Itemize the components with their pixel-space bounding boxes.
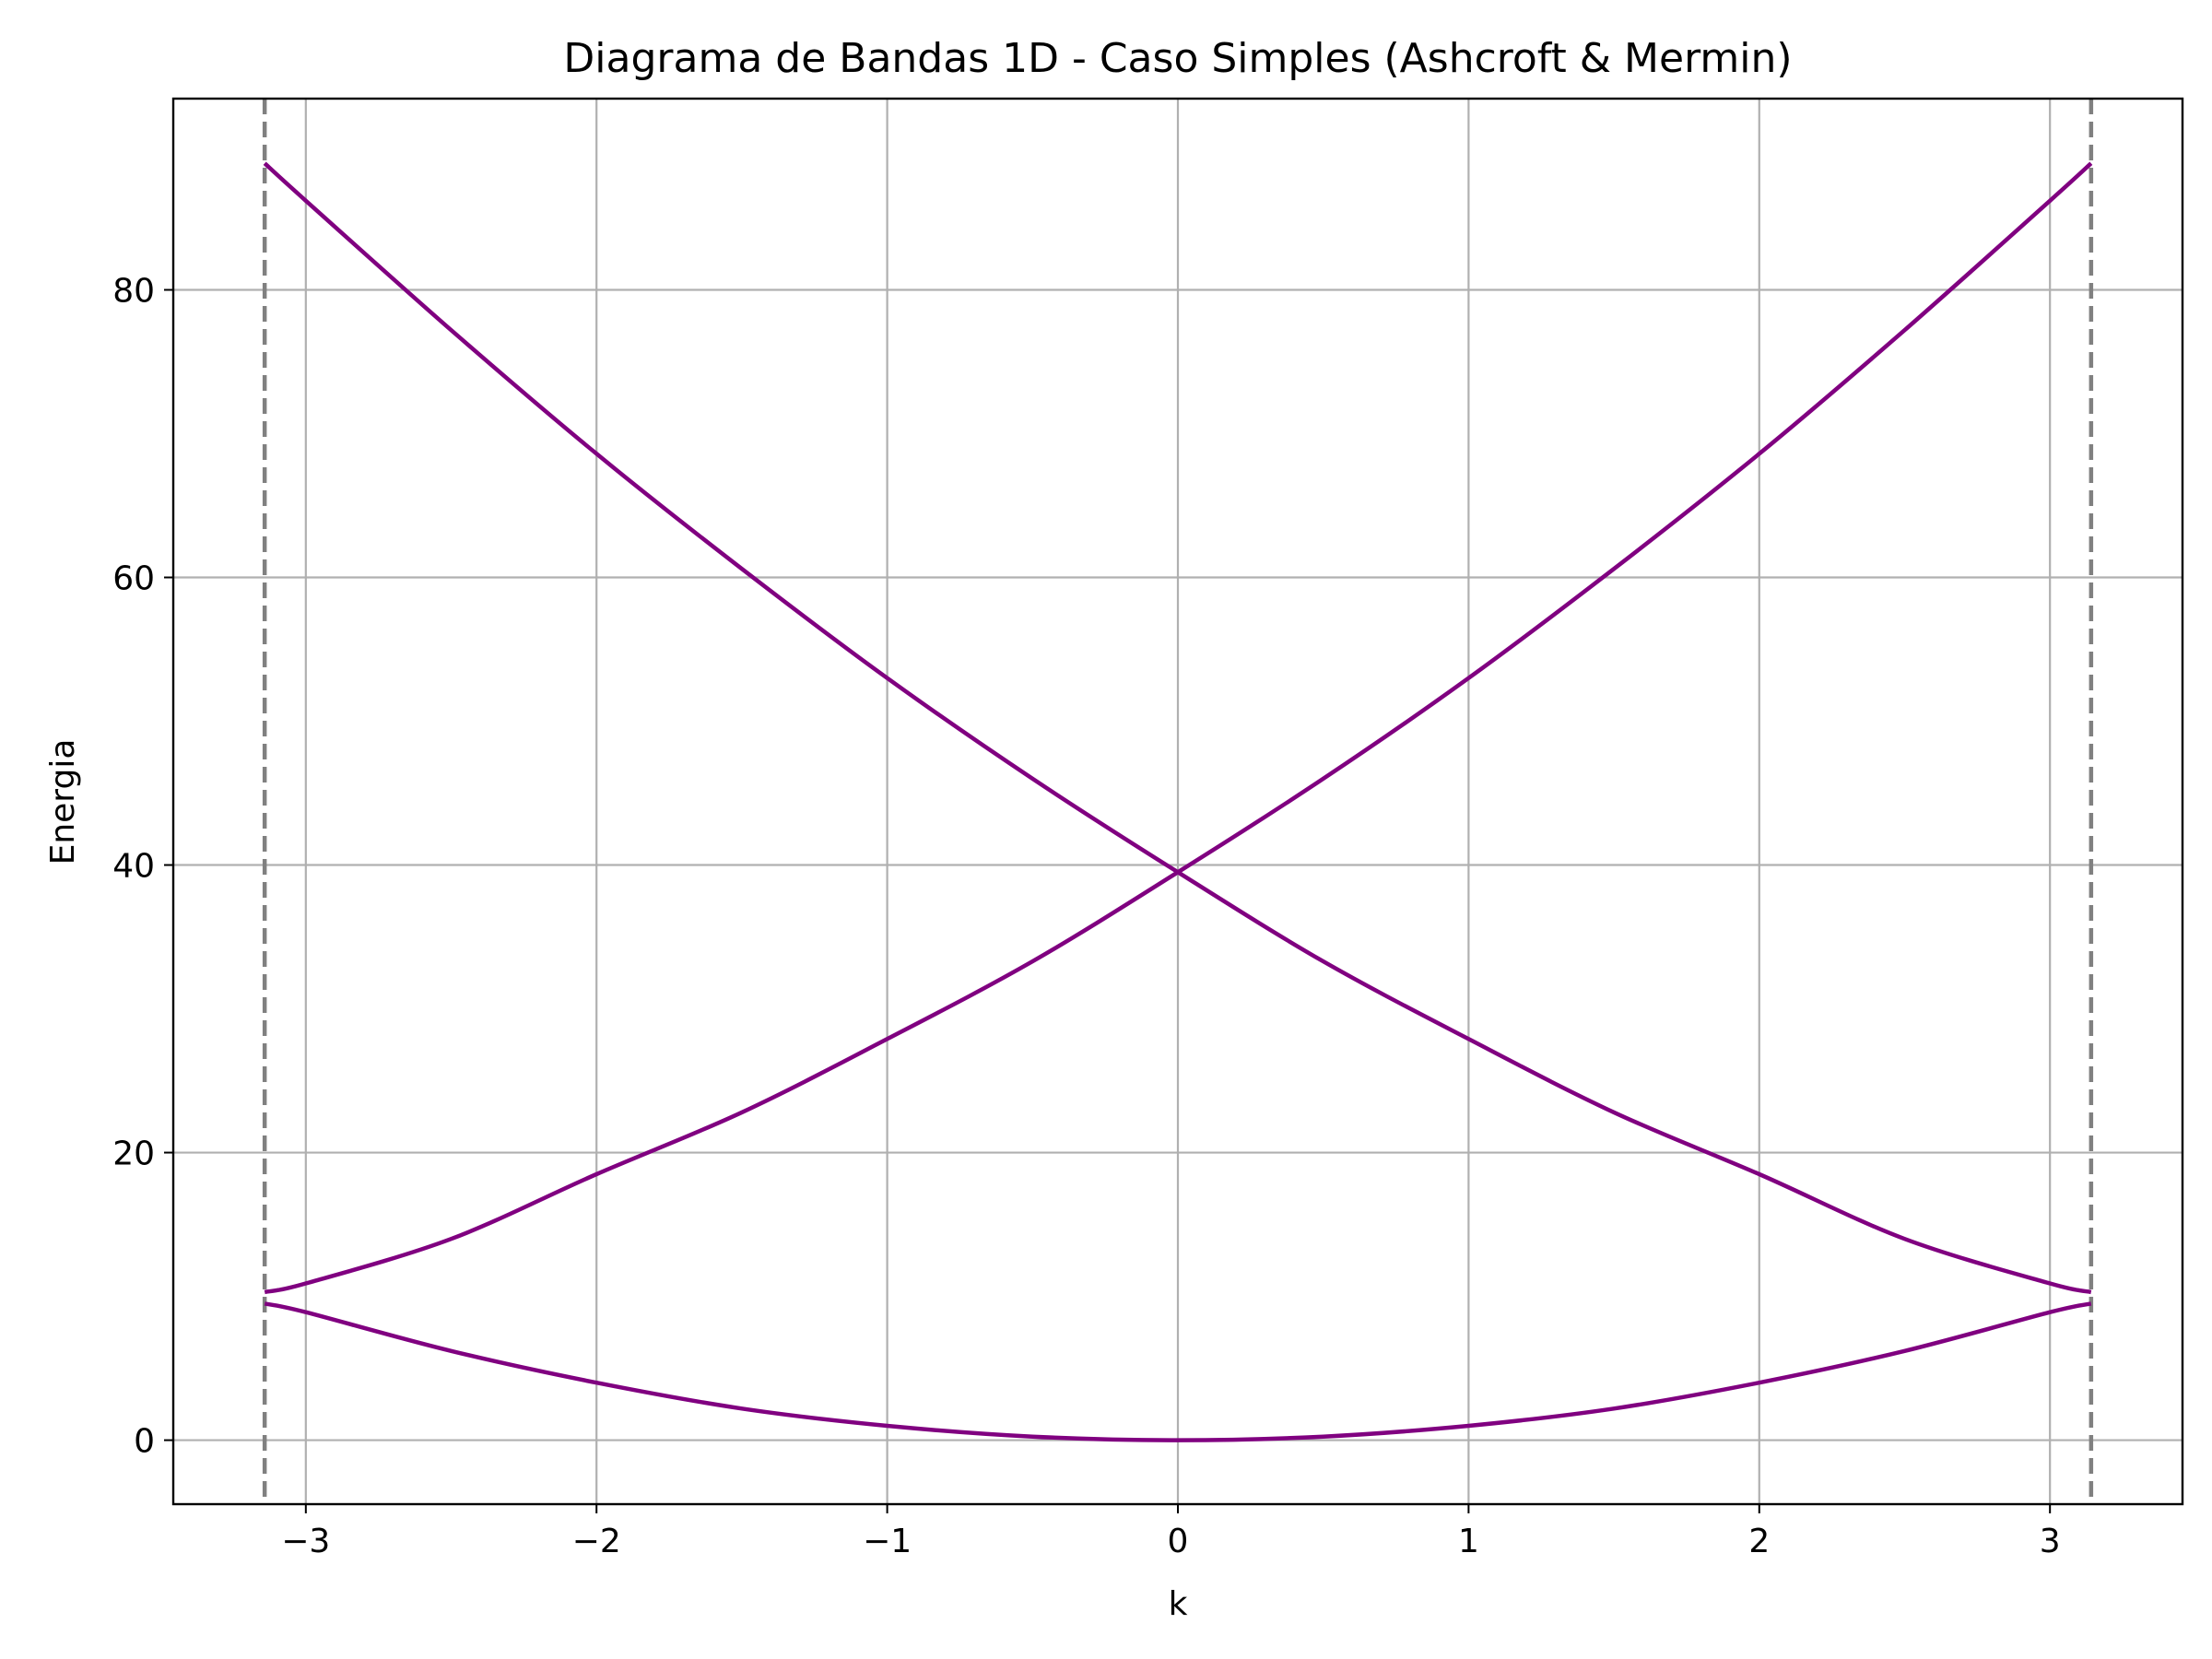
y-tick-label: 80: [112, 272, 155, 310]
y-tick-label: 0: [134, 1423, 155, 1461]
x-tick-label: −1: [863, 1523, 912, 1560]
x-tick-label: 2: [1748, 1523, 1770, 1560]
chart-title: Diagrama de Bandas 1D - Caso Simples (As…: [563, 35, 1792, 82]
x-tick-label: −3: [281, 1523, 330, 1560]
band-line-3: [263, 161, 2092, 1295]
grid: [173, 99, 2183, 1504]
y-axis-label: Energia: [44, 739, 82, 865]
x-axis-label: k: [1169, 1585, 1188, 1623]
x-tick-label: 0: [1168, 1523, 1189, 1560]
band-curves: [263, 161, 2093, 1442]
zone-boundaries: [262, 99, 2094, 1504]
band-line-2: [264, 161, 2093, 1295]
x-tick-label: −2: [572, 1523, 621, 1560]
band-line-1: [264, 1301, 2092, 1442]
x-tick-label: 3: [2040, 1523, 2061, 1560]
axis-ticks: −3 −2 −1 0 1 2 3 0 20 40 60 80: [112, 272, 2060, 1560]
y-tick-label: 20: [112, 1135, 155, 1173]
y-tick-label: 40: [112, 848, 155, 886]
x-tick-label: 1: [1458, 1523, 1479, 1560]
y-tick-label: 60: [112, 560, 155, 598]
